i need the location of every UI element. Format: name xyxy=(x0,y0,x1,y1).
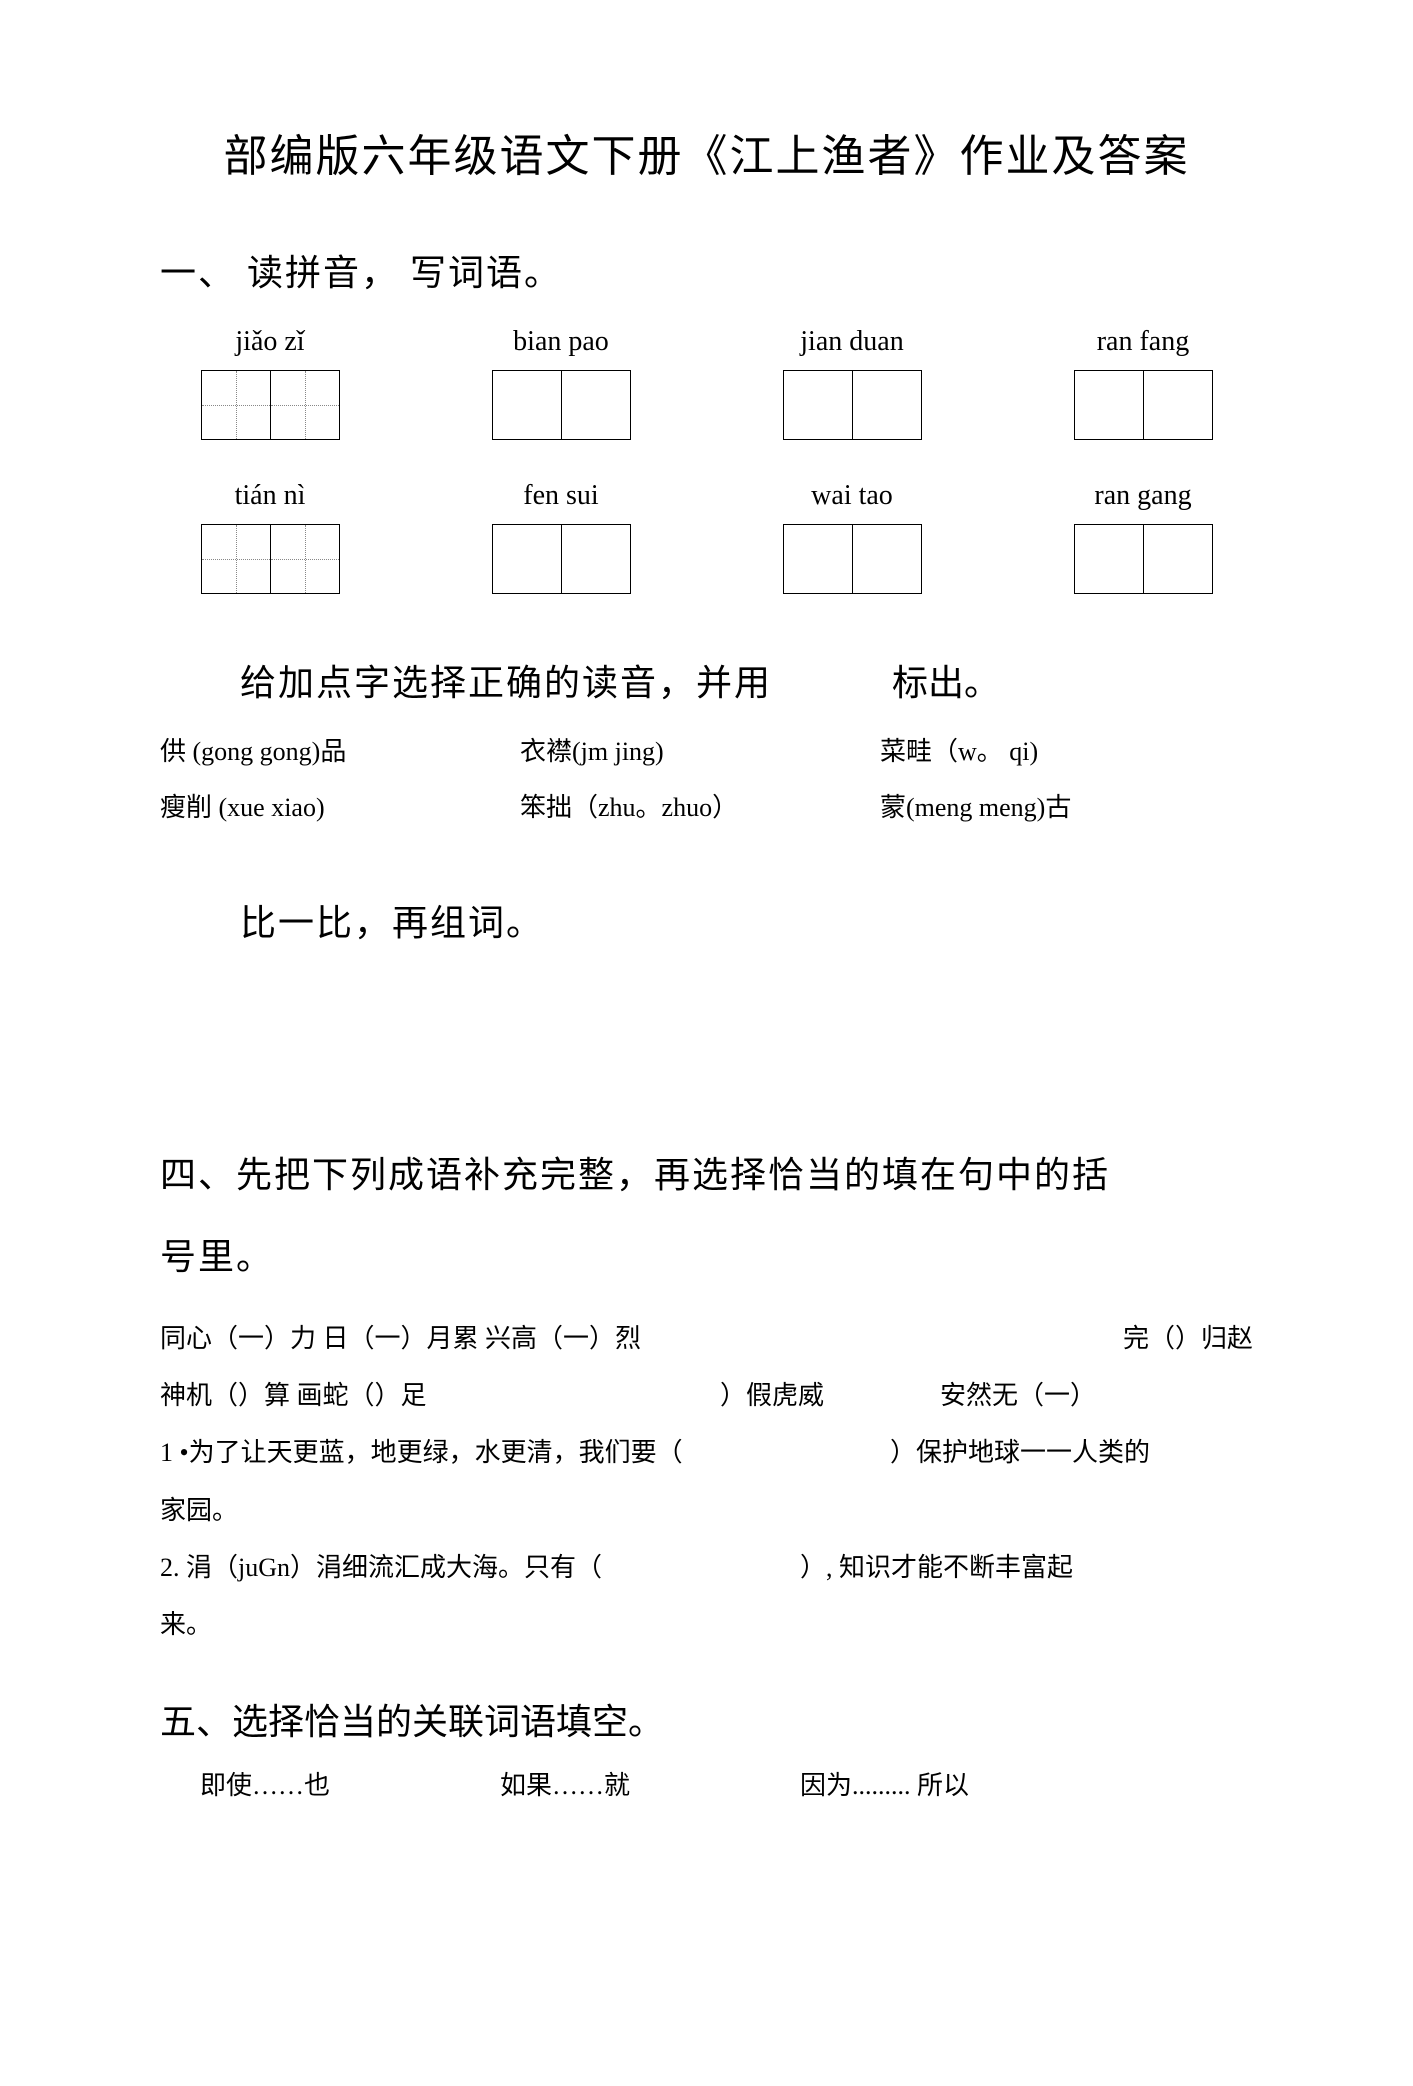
char-box[interactable] xyxy=(492,524,562,594)
pinyin-label: ran gang xyxy=(1033,480,1253,512)
section2-row: 瘦削 (xue xiao) 笨拙（zhu。zhuo） 蒙(meng meng)古 xyxy=(160,782,1253,834)
char-box-pair xyxy=(160,524,380,594)
section2-heading: 给加点字选择正确的读音，并用 xyxy=(240,654,772,706)
section2-heading-tail: 标出。 xyxy=(892,654,1000,726)
section5-item: 即使……也 xyxy=(200,1765,500,1802)
pinyin-row-1: jiǎo zǐ bian pao jian duan ran fang xyxy=(160,326,1253,358)
char-box-pair xyxy=(1033,370,1253,440)
pinyin-row-2: tián nì fen sui wai tao ran gang xyxy=(160,480,1253,512)
char-box[interactable] xyxy=(561,524,631,594)
char-box[interactable] xyxy=(1074,370,1144,440)
section5-item: 因为......... 所以 xyxy=(800,1765,1100,1802)
section4-heading-line2: 号里。 xyxy=(160,1228,1253,1280)
section4-line1: 同心（一）力 日（一）月累 兴高（一）烈 完（）归赵 xyxy=(160,1310,1253,1367)
boxes-row-1 xyxy=(160,370,1253,440)
section4-item1-c: 家园。 xyxy=(160,1482,1253,1539)
char-box[interactable] xyxy=(852,524,922,594)
section4-item2-row1: 2. 涓（juGn）涓细流汇成大海。只有（ ）, 知识才能不断丰富起 xyxy=(160,1539,1253,1596)
section5-item: 如果……就 xyxy=(500,1765,800,1802)
section5-heading: 五、选择恰当的关联词语填空。 xyxy=(160,1693,1253,1745)
pinyin-label: jiǎo zǐ xyxy=(160,326,380,358)
section2-cell: 笨拙（zhu。zhuo） xyxy=(520,782,880,834)
section5-row: 即使……也 如果……就 因为......... 所以 xyxy=(200,1765,1253,1802)
pinyin-label: bian pao xyxy=(451,326,671,358)
section4-line1-right: 完（）归赵 xyxy=(1123,1310,1253,1367)
char-box[interactable] xyxy=(1143,524,1213,594)
char-box[interactable] xyxy=(492,370,562,440)
section1-heading: 一、 读拼音， 写词语。 xyxy=(160,244,1253,296)
pinyin-label: ran fang xyxy=(1033,326,1253,358)
boxes-row-2 xyxy=(160,524,1253,594)
section4-item2-a: 2. 涓（juGn）涓细流汇成大海。只有（ xyxy=(160,1539,800,1596)
section2-cell: 瘦削 (xue xiao) xyxy=(160,782,520,834)
char-box-pair xyxy=(742,370,962,440)
char-box-pair xyxy=(1033,524,1253,594)
pinyin-label: fen sui xyxy=(451,480,671,512)
pinyin-label: wai tao xyxy=(742,480,962,512)
char-box[interactable] xyxy=(1143,370,1213,440)
section2-cell: 蒙(meng meng)古 xyxy=(880,782,1253,834)
char-box[interactable] xyxy=(1074,524,1144,594)
char-box[interactable] xyxy=(201,370,271,440)
section2-heading-row: 给加点字选择正确的读音，并用 标出。 xyxy=(160,654,1253,726)
section4-item1-b: ）保护地球一一人类的 xyxy=(890,1424,1150,1481)
section4-line2-right: 安然无（一） xyxy=(940,1367,1096,1424)
section2-body: 供 (gong gong)品 衣襟(jm jing) 菜畦（w。 qi) 瘦削 … xyxy=(160,726,1253,834)
section2-row: 供 (gong gong)品 衣襟(jm jing) 菜畦（w。 qi) xyxy=(160,726,1253,778)
char-box[interactable] xyxy=(783,370,853,440)
pinyin-label: jian duan xyxy=(742,326,962,358)
section4-line2-left: 神机（）算 画蛇（）足 xyxy=(160,1367,720,1424)
char-box-pair xyxy=(742,524,962,594)
char-box[interactable] xyxy=(852,370,922,440)
section4-item1-a: 1 •为了让天更蓝，地更绿，水更清，我们要（ xyxy=(160,1424,890,1481)
section4-heading: 四、先把下列成语补充完整，再选择恰当的填在句中的括 xyxy=(160,1146,1253,1198)
section4-item2-c: 来。 xyxy=(160,1596,1253,1653)
char-box[interactable] xyxy=(270,370,340,440)
char-box[interactable] xyxy=(201,524,271,594)
section3-heading: 比一比，再组词。 xyxy=(240,894,1253,946)
char-box[interactable] xyxy=(783,524,853,594)
section4-item2-b: ）, 知识才能不断丰富起 xyxy=(800,1539,1073,1596)
char-box[interactable] xyxy=(561,370,631,440)
section4-item1-row1: 1 •为了让天更蓝，地更绿，水更清，我们要（ ）保护地球一一人类的 xyxy=(160,1424,1253,1481)
section4-line1-left: 同心（一）力 日（一）月累 兴高（一）烈 xyxy=(160,1310,641,1367)
worksheet-page: 部编版六年级语文下册《江上渔者》作业及答案 一、 读拼音， 写词语。 jiǎo … xyxy=(0,0,1413,2086)
char-box[interactable] xyxy=(270,524,340,594)
char-box-pair xyxy=(451,370,671,440)
page-title: 部编版六年级语文下册《江上渔者》作业及答案 xyxy=(160,120,1253,184)
section4-body: 同心（一）力 日（一）月累 兴高（一）烈 完（）归赵 神机（）算 画蛇（）足 ）… xyxy=(160,1310,1253,1653)
pinyin-label: tián nì xyxy=(160,480,380,512)
section4-line2: 神机（）算 画蛇（）足 ）假虎威 安然无（一） xyxy=(160,1367,1253,1424)
section4-line2-mid: ）假虎威 xyxy=(720,1367,940,1424)
char-box-pair xyxy=(451,524,671,594)
char-box-pair xyxy=(160,370,380,440)
section2-cell: 菜畦（w。 qi) xyxy=(880,726,1253,778)
section2-cell: 供 (gong gong)品 xyxy=(160,726,520,778)
section2-cell: 衣襟(jm jing) xyxy=(520,726,880,778)
